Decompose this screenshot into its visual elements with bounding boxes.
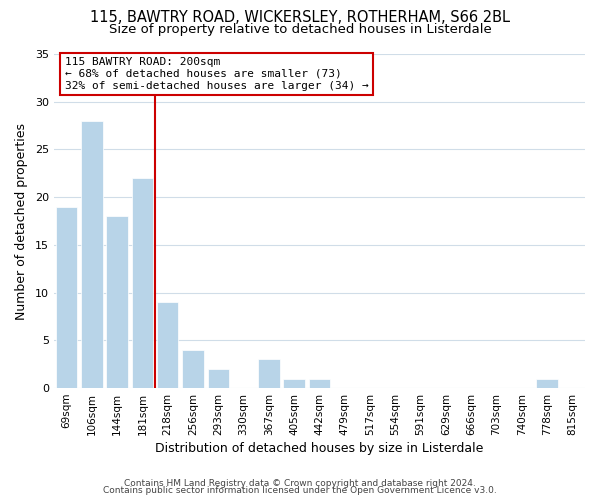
X-axis label: Distribution of detached houses by size in Listerdale: Distribution of detached houses by size … bbox=[155, 442, 484, 455]
Bar bbox=[131, 178, 153, 388]
Bar bbox=[157, 302, 178, 388]
Bar bbox=[56, 206, 77, 388]
Bar bbox=[283, 378, 305, 388]
Bar bbox=[309, 378, 330, 388]
Bar bbox=[81, 121, 103, 388]
Text: Size of property relative to detached houses in Listerdale: Size of property relative to detached ho… bbox=[109, 22, 491, 36]
Text: Contains public sector information licensed under the Open Government Licence v3: Contains public sector information licen… bbox=[103, 486, 497, 495]
Text: 115, BAWTRY ROAD, WICKERSLEY, ROTHERHAM, S66 2BL: 115, BAWTRY ROAD, WICKERSLEY, ROTHERHAM,… bbox=[90, 10, 510, 25]
Bar bbox=[182, 350, 204, 388]
Bar bbox=[258, 360, 280, 388]
Bar bbox=[536, 378, 558, 388]
Text: Contains HM Land Registry data © Crown copyright and database right 2024.: Contains HM Land Registry data © Crown c… bbox=[124, 478, 476, 488]
Bar bbox=[106, 216, 128, 388]
Bar bbox=[208, 369, 229, 388]
Y-axis label: Number of detached properties: Number of detached properties bbox=[15, 122, 28, 320]
Text: 115 BAWTRY ROAD: 200sqm
← 68% of detached houses are smaller (73)
32% of semi-de: 115 BAWTRY ROAD: 200sqm ← 68% of detache… bbox=[65, 58, 368, 90]
